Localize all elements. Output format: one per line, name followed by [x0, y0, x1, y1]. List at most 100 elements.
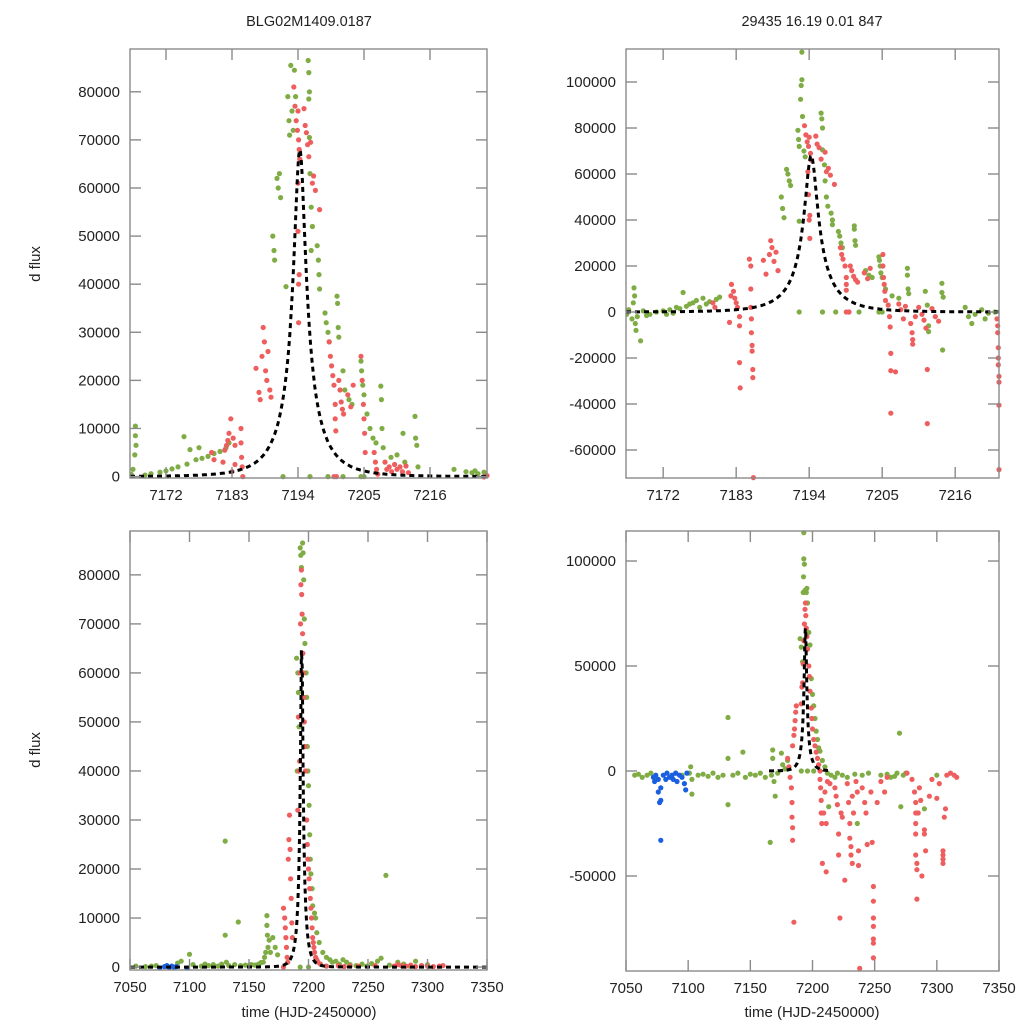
data-point-green	[780, 205, 786, 212]
data-point-red	[913, 852, 919, 858]
data-point-green	[632, 293, 638, 299]
data-point-red	[813, 133, 819, 139]
data-point-green	[799, 113, 806, 120]
data-point-red	[790, 825, 796, 831]
data-point-red	[831, 181, 838, 187]
data-point-red	[807, 235, 813, 241]
data-point-red	[855, 848, 862, 854]
data-point-green	[481, 469, 487, 475]
data-point-red	[296, 137, 302, 143]
data-point-red	[397, 464, 403, 470]
data-point-red	[940, 856, 946, 862]
data-point-red	[850, 810, 857, 816]
data-point-red	[923, 325, 929, 331]
data-point-green	[939, 289, 945, 296]
data-point-red	[867, 265, 873, 271]
data-point-red	[260, 324, 266, 331]
data-point-green	[796, 309, 802, 315]
data-point-red	[238, 425, 244, 432]
x-tick-label: 7250	[351, 979, 384, 996]
data-point-green	[130, 466, 136, 472]
data-point-red	[919, 311, 925, 317]
data-point-red	[307, 895, 313, 902]
data-point-green	[693, 297, 700, 304]
data-point-red	[793, 709, 799, 715]
data-point-blue	[655, 789, 661, 795]
data-point-green	[336, 334, 342, 340]
x-axis-label-bottom-right: time (HJD-2450000)	[744, 1004, 879, 1021]
data-point-red	[282, 925, 288, 931]
data-point-red	[211, 457, 217, 463]
data-point-red	[374, 466, 380, 472]
y-tick-label: -60000	[569, 442, 616, 459]
data-point-red	[791, 732, 797, 738]
data-point-red	[296, 272, 302, 278]
data-point-red	[263, 368, 269, 374]
data-point-green	[896, 730, 903, 736]
data-point-red	[304, 817, 310, 823]
data-point-red	[710, 300, 716, 306]
data-point-green	[822, 764, 828, 770]
data-point-green	[415, 464, 421, 470]
data-point-green	[740, 749, 746, 755]
data-point-green	[807, 642, 813, 648]
data-point-green	[265, 944, 271, 951]
data-point-green	[635, 771, 642, 777]
data-point-red	[803, 613, 809, 619]
data-point-green	[276, 171, 282, 177]
data-point-green	[865, 770, 872, 776]
data-point-red	[911, 789, 918, 795]
data-point-green	[832, 774, 838, 780]
data-point-green	[695, 772, 701, 778]
data-point-red	[792, 718, 798, 724]
data-point-red	[804, 139, 810, 145]
data-point-green	[819, 309, 826, 315]
x-tick-label: 7100	[671, 980, 704, 997]
data-point-green	[680, 289, 686, 296]
data-point-green	[819, 116, 825, 122]
data-point-blue	[658, 797, 664, 804]
data-point-red	[317, 207, 323, 213]
data-point-red	[289, 935, 295, 941]
data-point-red	[857, 965, 863, 972]
data-point-green	[782, 766, 788, 772]
data-point-green	[301, 616, 307, 622]
data-point-red	[936, 318, 942, 324]
data-point-red	[293, 118, 299, 124]
data-point-green	[290, 127, 296, 133]
data-point-green	[725, 755, 731, 762]
data-point-green	[133, 442, 139, 448]
data-point-green	[904, 265, 911, 271]
data-point-red	[910, 337, 916, 343]
points-top-right	[626, 49, 1002, 481]
data-point-red	[299, 611, 305, 617]
data-point-red	[887, 324, 893, 330]
data-point-red	[337, 387, 343, 393]
data-point-green	[306, 89, 312, 95]
data-point-green	[219, 961, 225, 967]
x-tick-label: 7150	[232, 979, 265, 996]
data-point-green	[838, 240, 844, 246]
data-point-green	[320, 949, 326, 956]
data-point-red	[748, 330, 755, 336]
data-point-green	[784, 166, 790, 172]
data-point-red	[327, 353, 333, 359]
data-point-red	[302, 122, 308, 129]
data-point-green	[205, 453, 211, 459]
y-tick-label: 60000	[78, 665, 120, 682]
data-point-blue	[684, 770, 690, 776]
data-point-green	[305, 57, 311, 64]
data-point-red	[880, 251, 886, 258]
data-point-red	[372, 459, 378, 465]
data-point-red	[882, 789, 888, 795]
data-point-red	[880, 263, 886, 269]
y-axis-label-top-left: d flux	[27, 246, 44, 282]
data-point-green	[639, 774, 645, 780]
data-point-red	[791, 919, 797, 925]
data-point-red	[855, 279, 861, 285]
data-point-green	[217, 448, 223, 455]
data-point-red	[806, 217, 812, 223]
data-point-green	[186, 951, 193, 957]
data-point-green	[394, 452, 400, 458]
data-point-red	[253, 365, 259, 371]
